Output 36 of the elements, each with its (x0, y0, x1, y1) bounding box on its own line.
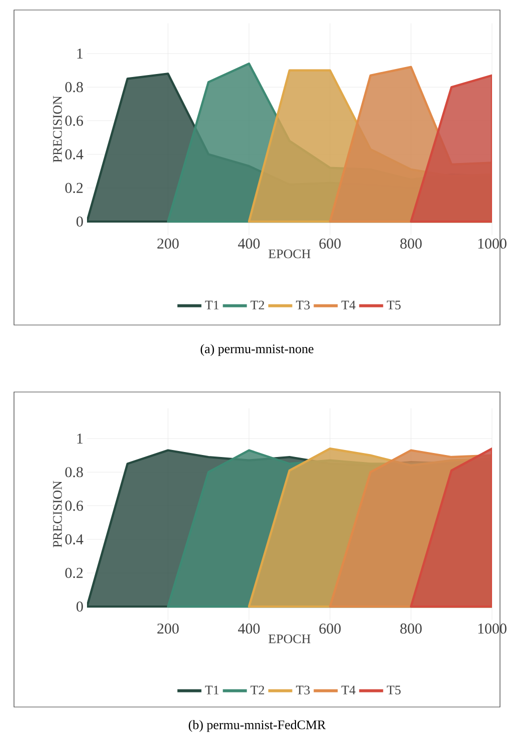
legend-label: T2 (250, 686, 264, 694)
legend-label: T5 (386, 300, 401, 310)
y-tick-label: 1 (77, 48, 83, 59)
y-tick-label: 0.8 (65, 82, 83, 92)
legend-label: T1 (205, 300, 219, 310)
y-tick-label: 1 (77, 434, 83, 444)
legend-label: T3 (296, 686, 310, 694)
x-tick-label: 400 (238, 238, 260, 249)
x-tick-label: 600 (319, 624, 341, 634)
x-tick-label: 600 (319, 238, 341, 249)
y-axis-title: PRECISION (53, 96, 62, 162)
y-axis-title: PRECISION (53, 480, 62, 548)
y-tick-label: 0.6 (65, 116, 84, 126)
x-tick-label: 800 (400, 238, 422, 249)
legend-label: T2 (250, 300, 264, 310)
x-axis-title: EPOCH (268, 250, 310, 258)
x-tick-label: 200 (157, 624, 179, 634)
legend-label: T4 (341, 300, 356, 310)
x-tick-label: 400 (238, 624, 260, 634)
y-tick-label: 0.2 (65, 182, 83, 194)
legend-label: T5 (386, 686, 401, 694)
y-tick-label: 0.4 (65, 534, 84, 544)
y-tick-label: 0 (76, 216, 83, 227)
y-tick-label: 0.6 (65, 500, 84, 511)
legend-label: T1 (205, 686, 219, 694)
text: (a) permu-mnist-none (200, 344, 314, 356)
x-tick-label: 800 (400, 624, 422, 634)
legend-label: T3 (296, 300, 310, 310)
legend-label: T4 (341, 686, 356, 694)
y-tick-label: 0.8 (65, 467, 83, 478)
y-tick-label: 0 (76, 601, 83, 612)
x-tick-label: 200 (157, 238, 179, 249)
y-tick-label: 0.2 (65, 568, 83, 578)
y-tick-label: 0.4 (65, 149, 84, 160)
x-axis-title: EPOCH (268, 634, 310, 644)
text: (b) permu-mnist-FedCMR (188, 720, 326, 732)
